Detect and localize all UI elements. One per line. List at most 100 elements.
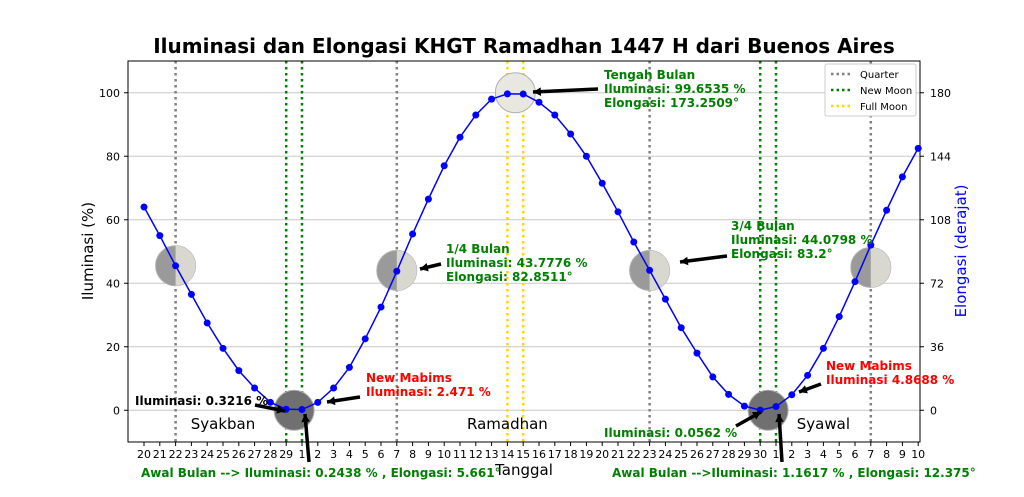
- x-tick-label: 5: [362, 448, 369, 461]
- annotation-text: New Mabims: [366, 371, 452, 385]
- x-tick-label: 21: [153, 448, 167, 461]
- arrow-head: [752, 412, 761, 420]
- y-tick-label: 60: [106, 214, 120, 227]
- data-point: [883, 206, 891, 214]
- data-point: [788, 391, 796, 399]
- arrow-head: [420, 262, 429, 272]
- x-tick-label: 20: [137, 448, 151, 461]
- data-point: [819, 344, 827, 352]
- annotation-text: Iluminasi: 44.0798 %: [731, 233, 872, 247]
- data-point: [156, 232, 164, 240]
- x-tick-label: 14: [500, 448, 514, 461]
- x-tick-label: 29: [737, 448, 751, 461]
- x-tick-label: 3: [330, 448, 337, 461]
- x-tick-label: 22: [169, 448, 183, 461]
- arrow-head: [533, 87, 542, 96]
- moon-icon-quarter: [850, 246, 892, 288]
- x-tick-label: 2: [314, 448, 321, 461]
- x-tick-label: 23: [184, 448, 198, 461]
- data-point: [598, 179, 606, 187]
- data-point: [330, 384, 338, 392]
- annotation-text: Iluminasi 4.8688 %: [826, 373, 954, 387]
- data-point: [235, 367, 243, 375]
- annotation-text: 1/4 Bulan: [446, 242, 510, 256]
- data-point: [535, 98, 543, 106]
- data-point: [851, 278, 859, 286]
- data-point: [898, 173, 906, 181]
- annotation-text: Elongasi: 82.8511°: [446, 270, 573, 284]
- data-point: [203, 319, 211, 327]
- data-point: [503, 90, 511, 98]
- month-label: Syakban: [191, 415, 256, 433]
- x-tick-label: 18: [564, 448, 578, 461]
- illumination-series: [140, 90, 922, 414]
- moon-disc: [494, 72, 536, 114]
- y-tick-label: 80: [106, 150, 120, 163]
- month-label: Syawal: [797, 415, 850, 433]
- x-tick-label: 4: [346, 448, 353, 461]
- annotation-text: Awal Bulan -->Iluminasi: 1.1617 % , Elon…: [612, 466, 976, 480]
- data-point: [440, 162, 448, 170]
- annotation-text: Tengah Bulan: [604, 68, 695, 82]
- annotation-awal-bulan-1: Awal Bulan --> Iluminasi: 0.2438 % , Elo…: [141, 466, 501, 480]
- x-tick-label: 7: [393, 448, 400, 461]
- annotation-illum-right: Iluminasi: 0.0562 %: [604, 426, 737, 440]
- data-point: [614, 208, 622, 216]
- data-point: [725, 390, 733, 398]
- annotation-illum-left: Iluminasi: 0.3216 %: [135, 394, 268, 408]
- annotation-arrow: [303, 413, 311, 463]
- data-point: [172, 262, 180, 270]
- data-point: [219, 344, 227, 352]
- legend-label: Full Moon: [860, 102, 907, 113]
- annotation-text: Iluminasi: 99.6535 %: [604, 82, 745, 96]
- y-tick-label: 100: [99, 87, 120, 100]
- data-point: [393, 267, 401, 275]
- annotation-arrow: [777, 413, 784, 463]
- x-tick-label: 27: [706, 448, 720, 461]
- y2-tick-label: 72: [930, 277, 944, 290]
- data-point: [567, 130, 575, 138]
- x-tick-label: 1: [299, 448, 306, 461]
- annotation-text: Elongasi: 173.2509°: [604, 96, 739, 110]
- x-tick-label: 28: [722, 448, 736, 461]
- annotation-awal-bulan-2: Awal Bulan -->Iluminasi: 1.1617 % , Elon…: [612, 466, 976, 480]
- legend: Quarter New Moon Full Moon: [824, 63, 917, 117]
- data-point: [709, 373, 717, 381]
- data-point: [804, 371, 812, 379]
- legend-label: Quarter: [860, 70, 900, 81]
- arrow-head: [680, 256, 689, 266]
- month-label: Ramadhan: [467, 415, 548, 433]
- data-point: [361, 335, 369, 343]
- x-tick-label: 9: [899, 448, 906, 461]
- chart-title: Iluminasi dan Elongasi KHGT Ramadhan 144…: [153, 34, 895, 58]
- x-tick-label: 10: [437, 448, 451, 461]
- x-tick-label: 8: [883, 448, 890, 461]
- data-point: [740, 402, 748, 410]
- arrow-head: [327, 396, 336, 406]
- annotation-text: Iluminasi: 2.471 %: [366, 385, 491, 399]
- annotation-text: Iluminasi: 0.3216 %: [135, 394, 268, 408]
- x-tick-label: 6: [852, 448, 859, 461]
- y2-tick-label: 0: [930, 404, 937, 417]
- x-tick-label: 27: [248, 448, 262, 461]
- data-point: [677, 324, 685, 332]
- data-point: [377, 303, 385, 311]
- x-tick-label: 26: [690, 448, 704, 461]
- x-tick-label: 15: [516, 448, 530, 461]
- x-tick-label: 2: [788, 448, 795, 461]
- annotation-arrow: [532, 87, 599, 94]
- x-tick-label: 8: [409, 448, 416, 461]
- y-axis: 0 20 40 60 80 100: [99, 87, 128, 417]
- arrow-head: [301, 414, 310, 423]
- x-tick-label: 4: [820, 448, 827, 461]
- annotation-text: Iluminasi: 0.0562 %: [604, 426, 737, 440]
- x-tick-label: 25: [674, 448, 688, 461]
- x-tick-label: 6: [378, 448, 385, 461]
- arrow-head: [775, 414, 784, 423]
- x-tick-label: 26: [232, 448, 246, 461]
- annotation-text: Iluminasi: 43.7776 %: [446, 256, 587, 270]
